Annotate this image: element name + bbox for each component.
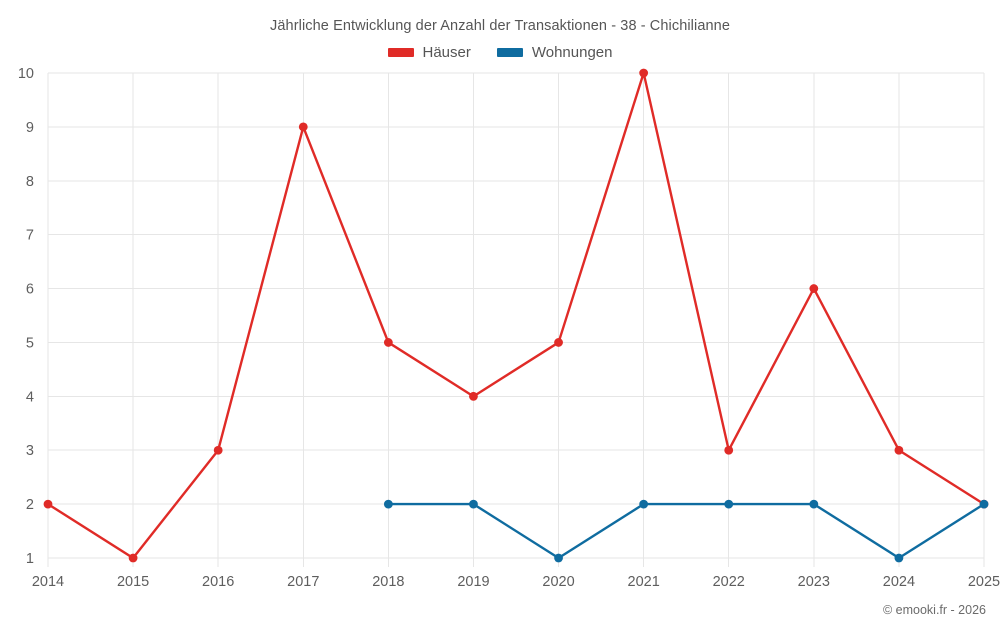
data-point-marker[interactable] bbox=[979, 499, 989, 509]
data-point-marker[interactable] bbox=[469, 499, 478, 509]
y-axis-tick-label: 2 bbox=[26, 497, 34, 513]
data-point-marker[interactable] bbox=[894, 553, 904, 563]
data-point-marker[interactable] bbox=[809, 499, 819, 509]
y-axis-tick-label: 1 bbox=[26, 551, 34, 567]
chart-legend: Häuser Wohnungen bbox=[0, 44, 1000, 61]
x-axis-tick-label: 2019 bbox=[457, 574, 489, 590]
x-axis-tick-label: 2014 bbox=[32, 574, 64, 590]
chart-title: Jährliche Entwicklung der Anzahl der Tra… bbox=[270, 18, 730, 34]
y-axis-tick-label: 8 bbox=[26, 174, 34, 190]
y-axis-tick-label: 3 bbox=[26, 443, 34, 459]
data-point-marker[interactable] bbox=[213, 445, 223, 455]
y-axis-tick-label: 10 bbox=[18, 66, 34, 82]
data-point-marker[interactable] bbox=[724, 445, 734, 455]
x-axis-tick-label: 2022 bbox=[713, 574, 745, 590]
data-point-marker[interactable] bbox=[894, 445, 904, 455]
data-point-marker[interactable] bbox=[43, 499, 53, 509]
x-axis-tick-label: 2025 bbox=[968, 574, 1000, 590]
series-line-häuser bbox=[46, 71, 986, 560]
x-axis-tick-label: 2021 bbox=[628, 574, 660, 590]
data-point-marker[interactable] bbox=[639, 68, 649, 78]
data-point-marker[interactable] bbox=[383, 499, 393, 509]
copyright-footer: © emooki.fr - 2026 bbox=[882, 603, 986, 617]
x-axis-tick-label: 2024 bbox=[883, 574, 915, 590]
data-point-marker[interactable] bbox=[298, 122, 308, 132]
data-series-layer bbox=[43, 68, 989, 563]
legend-item-wohnungen[interactable]: Wohnungen bbox=[496, 44, 613, 61]
y-axis-tick-label: 6 bbox=[26, 282, 34, 298]
y-axis-tick-labels: 1 2 3 4 5 6 7 8 9 10 bbox=[18, 66, 34, 567]
data-point-marker[interactable] bbox=[554, 553, 563, 563]
legend-item-hauser[interactable]: Häuser bbox=[387, 44, 471, 61]
y-axis-tick-label: 4 bbox=[26, 389, 34, 405]
data-point-marker[interactable] bbox=[469, 391, 478, 401]
y-axis-tick-label: 5 bbox=[26, 335, 34, 351]
legend-swatch-icon bbox=[387, 48, 414, 57]
x-axis-tick-label: 2018 bbox=[372, 574, 404, 590]
x-axis-tick-labels: 2014 2015 2016 2017 2018 2019 2020 2021 2022 2023… bbox=[32, 574, 1000, 590]
data-point-marker[interactable] bbox=[809, 284, 819, 293]
data-point-marker[interactable] bbox=[128, 553, 138, 563]
data-point-marker[interactable] bbox=[554, 338, 563, 347]
legend-label: Wohnungen bbox=[531, 44, 613, 61]
x-axis-tick-label: 2020 bbox=[542, 574, 574, 590]
data-point-marker[interactable] bbox=[383, 338, 393, 347]
x-axis-tick-label: 2016 bbox=[202, 574, 234, 590]
x-axis-tick-label: 2023 bbox=[798, 574, 830, 590]
data-point-marker[interactable] bbox=[724, 499, 734, 509]
x-axis-tick-label: 2015 bbox=[117, 574, 149, 590]
grid-lines bbox=[47, 72, 985, 567]
y-axis-tick-label: 7 bbox=[26, 228, 34, 244]
series-line-wohnungen bbox=[387, 502, 986, 560]
data-point-marker[interactable] bbox=[639, 499, 649, 509]
legend-swatch-icon bbox=[496, 48, 523, 57]
y-axis-tick-label: 9 bbox=[26, 120, 34, 136]
x-axis-tick-label: 2017 bbox=[287, 574, 319, 590]
legend-label: Häuser bbox=[422, 44, 471, 61]
